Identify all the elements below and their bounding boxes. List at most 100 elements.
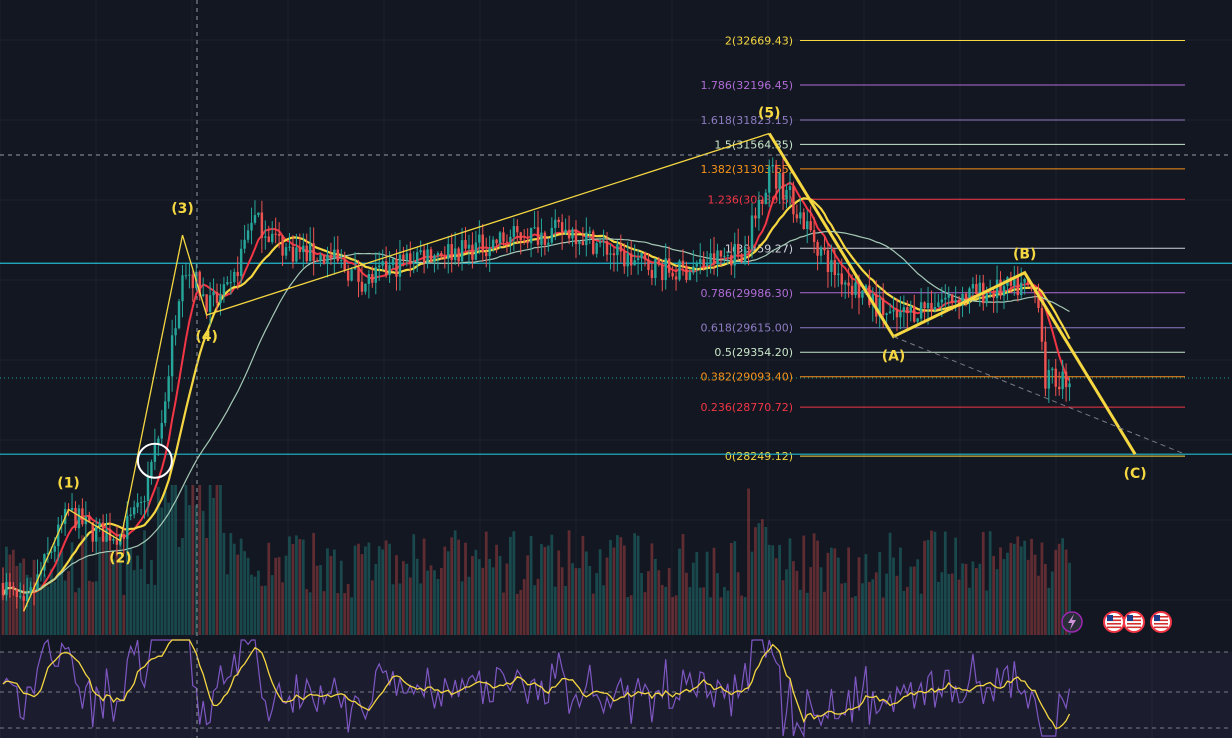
candle-body [795, 214, 799, 219]
us-flag-icon[interactable] [1150, 611, 1172, 633]
candle-body [132, 507, 136, 515]
candle-body [574, 229, 578, 245]
volume-bar [201, 510, 205, 635]
candle-body [571, 229, 574, 239]
volume-bars [1, 485, 1071, 635]
volume-bar [143, 530, 146, 635]
candle-body [909, 306, 912, 313]
volume-bar [1019, 546, 1023, 635]
volume-bar [129, 548, 133, 635]
volume-bar [912, 566, 916, 635]
candle-body [895, 309, 899, 318]
volume-bar [105, 536, 108, 635]
volume-bar [619, 537, 623, 635]
candle-body [730, 255, 733, 266]
volume-bar [557, 550, 561, 635]
volume-bar [933, 531, 937, 635]
candle-body [913, 306, 916, 322]
candle-body [105, 529, 108, 542]
flash-icon[interactable] [1061, 611, 1083, 633]
candle-body [926, 302, 930, 309]
volume-bar [474, 549, 478, 635]
candle-body [954, 299, 957, 303]
candle-body [436, 253, 440, 256]
candle-body [460, 240, 464, 262]
candle-body [512, 226, 516, 237]
horizontal-lines[interactable] [0, 262, 1232, 455]
candle-body [170, 335, 174, 377]
volume-bar [564, 585, 567, 635]
volume-bar [905, 586, 909, 635]
candle-body [899, 312, 902, 318]
candle-body [540, 232, 543, 245]
volume-bar [298, 539, 302, 635]
candle-body [875, 294, 878, 317]
candle-body [101, 522, 105, 542]
volume-bar [512, 531, 516, 635]
candle-body [978, 282, 982, 295]
volume-bar [1023, 540, 1027, 635]
flag-canton [1107, 615, 1113, 621]
volume-bar [836, 557, 840, 635]
volume-bar [87, 580, 91, 635]
candle-body [667, 258, 671, 273]
volume-bar [522, 579, 526, 635]
candle-body [374, 267, 377, 283]
volume-bar [360, 554, 364, 635]
candle-body [823, 247, 826, 251]
candle-body [443, 256, 447, 259]
volume-bar [232, 543, 236, 635]
volume-bar [1057, 543, 1061, 635]
volume-bar [681, 534, 685, 635]
volume-bar [650, 543, 654, 635]
candle-body [19, 596, 22, 598]
volume-bar [357, 543, 360, 635]
flag-canton [1154, 615, 1160, 621]
volume-bar [1016, 536, 1020, 635]
candle-body [999, 279, 1002, 296]
volume-bar [77, 587, 81, 635]
candle-body [188, 274, 191, 276]
candle-body [457, 248, 460, 262]
volume-bar [229, 533, 233, 635]
volume-bar [367, 542, 371, 635]
candle-body [1020, 282, 1023, 296]
elliott-waves[interactable]: (1) (2) (3) (4) (5) (A) (B) (C) [23, 106, 1186, 612]
candle-body [136, 502, 139, 508]
candle-body [519, 232, 522, 241]
candle-body [785, 189, 788, 200]
us-flag-icon[interactable] [1103, 611, 1125, 633]
candle-body [157, 438, 160, 445]
candle-body [129, 514, 132, 516]
volume-bar [219, 485, 222, 635]
candle-body [971, 284, 975, 289]
candle-body [595, 243, 598, 254]
candle-body [481, 234, 484, 253]
candle-body [578, 241, 581, 245]
volume-bar [291, 544, 295, 635]
volume-bar [295, 535, 298, 635]
candle-body [198, 271, 201, 297]
volume-bar [246, 557, 250, 635]
wave-label: (3) [171, 201, 194, 217]
candle-body [226, 282, 229, 285]
volume-bar [712, 547, 716, 635]
us-flag-icon[interactable] [1123, 611, 1145, 633]
volume-bar [881, 597, 885, 635]
volume-bar [277, 557, 281, 635]
volume-bar [167, 502, 171, 635]
fib-level-label: 0.786(29986.30) [700, 287, 793, 300]
event-icons[interactable] [1061, 611, 1172, 633]
volume-bar [923, 540, 926, 635]
volume-bar [1, 583, 5, 635]
candle-body [712, 253, 716, 264]
volume-bar [443, 546, 447, 635]
candle-body [1068, 383, 1071, 388]
candle-body [944, 297, 947, 300]
candle-body [736, 243, 740, 255]
volume-bar [612, 547, 616, 635]
volume-bar [543, 546, 547, 635]
volume-bar [53, 581, 57, 635]
